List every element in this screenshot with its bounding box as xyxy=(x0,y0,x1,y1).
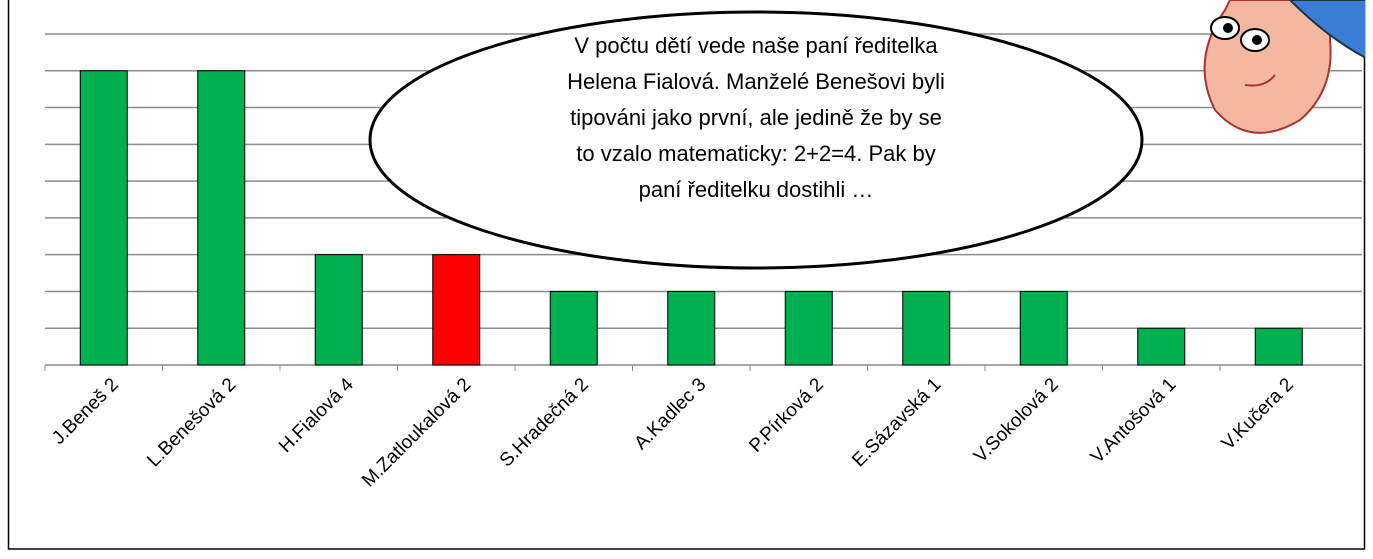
annotation-line: Helena Fialová. Manželé Benešovi byli xyxy=(567,69,945,94)
bar xyxy=(1137,327,1186,366)
hat xyxy=(1288,0,1365,59)
bar xyxy=(549,290,598,366)
annotation-line: paní ředitelku dostihli … xyxy=(639,177,874,202)
bubble-joint xyxy=(1005,90,1088,112)
bar xyxy=(1254,327,1303,366)
bar xyxy=(784,290,833,366)
bar xyxy=(1019,290,1068,366)
speech-bubble xyxy=(368,10,1144,270)
bar xyxy=(314,254,363,366)
bubble-text: V počtu dětí vede naše paní ředitelka Hel… xyxy=(567,33,945,202)
annotation-line: V počtu dětí vede naše paní ředitelka xyxy=(574,33,938,58)
bar xyxy=(902,290,951,366)
overlay: V počtu dětí vede naše paní ředitelka Hel… xyxy=(368,0,1365,270)
bar xyxy=(667,290,716,366)
pupil xyxy=(1252,35,1262,45)
bar xyxy=(432,254,481,366)
annotation-line: to vzalo matematicky: 2+2=4. Pak by xyxy=(576,141,936,166)
bar xyxy=(79,70,128,366)
bar xyxy=(197,70,246,366)
annotation-line: tipováni jako první, ale jedině že by se xyxy=(570,105,942,130)
pupil xyxy=(1223,23,1233,33)
mouth xyxy=(1244,74,1276,87)
